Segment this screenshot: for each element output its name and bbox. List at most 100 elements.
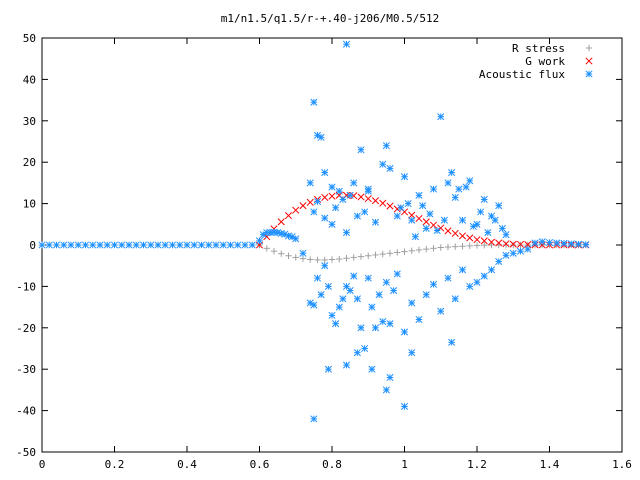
y-tick-label: 30 [23,115,36,128]
legend-marker [585,44,593,52]
data-point [426,210,434,218]
data-point [161,241,169,249]
data-point [292,235,300,243]
data-point [455,185,463,193]
data-point [466,177,474,185]
data-point [451,295,459,303]
data-point [459,243,466,250]
data-point [397,204,405,212]
y-tick-label: -20 [16,322,36,335]
data-point [361,344,369,353]
data-point [212,241,220,249]
data-point [502,241,510,249]
data-point [415,214,423,223]
data-point [473,220,481,228]
data-point [440,216,448,224]
data-point [321,256,328,264]
data-point [364,195,372,203]
data-point [132,241,140,249]
data-point [259,231,267,239]
data-point [336,255,343,263]
data-point [342,361,351,369]
data-point [321,168,329,177]
series-layer [38,40,590,423]
data-point [415,315,423,324]
data-point [379,318,387,326]
data-point [401,248,408,255]
data-point [419,202,427,210]
data-point [480,195,488,204]
data-point [292,254,299,261]
data-point [335,303,343,311]
data-point [74,241,82,249]
data-point [310,208,318,216]
data-point [382,278,390,286]
data-point [495,202,503,210]
data-point [444,243,452,251]
data-point [190,241,198,249]
data-point [423,245,430,253]
data-point [462,183,470,191]
data-point [491,216,499,224]
data-point [328,220,336,228]
data-point [371,197,380,205]
data-point [567,240,575,248]
data-point [342,229,351,237]
data-point [560,239,568,247]
data-point [89,241,97,249]
legend-label: G work [525,55,565,68]
data-point [313,274,322,282]
data-point [466,242,473,250]
data-point [375,291,383,299]
data-point [368,365,376,373]
data-point [357,253,365,260]
data-point [248,241,256,249]
data-point [466,282,474,290]
data-point [343,255,350,262]
data-point [516,240,525,248]
y-tick-label: 40 [23,73,36,86]
data-point [480,237,488,245]
data-point [495,258,503,266]
series-acoustic-flux [38,40,590,423]
data-point [357,146,365,154]
data-point [394,249,401,256]
data-point [422,224,430,232]
series-g-work [255,191,590,249]
data-point [353,295,361,303]
data-point [335,187,343,195]
x-tick-label: 0 [39,458,46,471]
data-point [382,386,390,394]
x-tick-label: 0.2 [105,458,125,471]
data-point [415,191,423,199]
data-point [538,241,546,249]
data-point [509,249,517,257]
data-point [368,303,376,311]
data-point [458,232,467,240]
data-point [317,291,325,299]
data-point [444,274,452,282]
data-point [183,241,191,249]
data-point [509,240,517,248]
data-point [125,241,133,249]
data-point [477,208,485,216]
data-point [458,216,467,224]
y-tick-label: 20 [23,156,36,169]
data-point [466,234,474,242]
data-point [422,291,430,299]
data-point [372,251,379,259]
data-point [306,179,314,187]
data-point [339,295,347,303]
y-tick-label: 10 [23,198,36,211]
data-point [386,202,394,210]
data-point [342,282,351,290]
data-point [45,241,53,249]
data-point [364,187,372,195]
data-point [317,133,325,141]
data-point [379,160,387,168]
data-point [324,282,332,290]
data-point [379,199,387,207]
data-point [81,241,90,249]
y-tick-label: -50 [16,446,36,459]
series-r-stress [256,241,589,264]
